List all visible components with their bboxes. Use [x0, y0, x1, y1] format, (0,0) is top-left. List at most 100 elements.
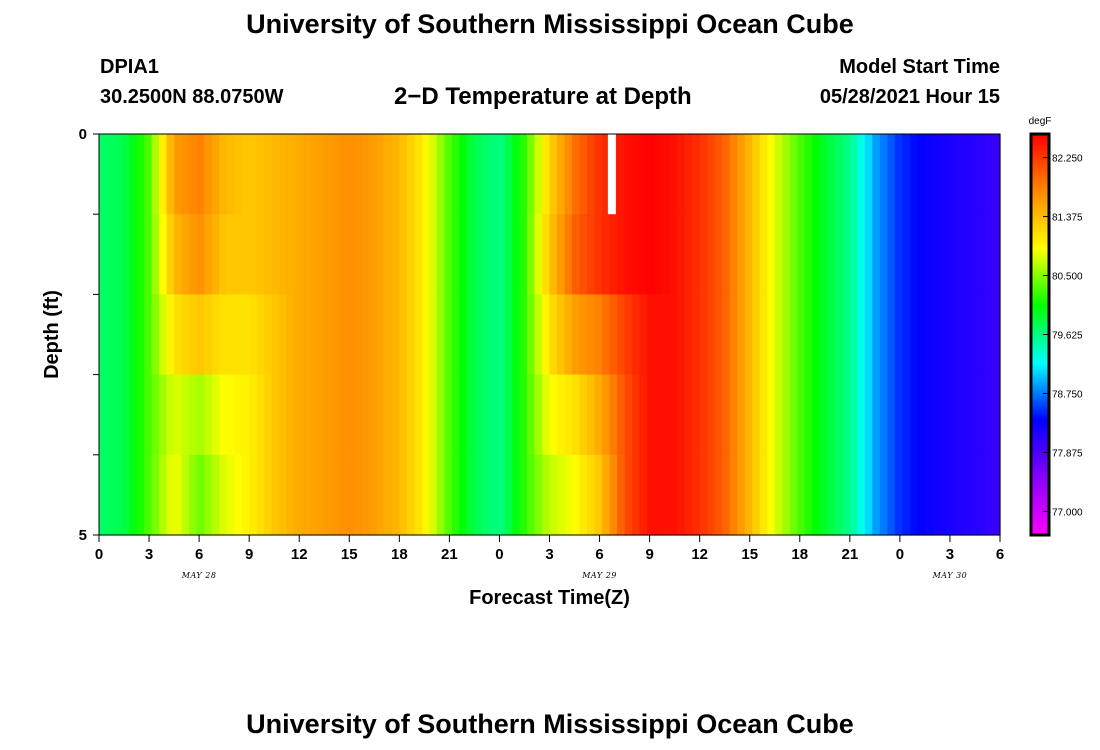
heatmap-cell — [932, 294, 941, 376]
heatmap-cell — [707, 454, 716, 536]
heatmap-cell — [639, 214, 648, 295]
heatmap-cell — [436, 294, 445, 376]
colorbar-tick-label: 77.000 — [1052, 507, 1083, 518]
heatmap-cell — [609, 454, 618, 536]
heatmap-cell — [774, 214, 783, 295]
heatmap-cell — [399, 374, 408, 456]
heatmap-cell — [759, 454, 768, 536]
heatmap-cell — [924, 374, 934, 456]
heatmap-cell — [894, 214, 903, 295]
heatmap-cell — [789, 294, 798, 376]
page-title: University of Southern Mississippi Ocean… — [246, 9, 854, 39]
heatmap-cell — [99, 294, 108, 376]
heatmap-cell — [864, 294, 873, 376]
heatmap-cell — [872, 454, 881, 536]
heatmap-cell — [429, 294, 438, 376]
heatmap-cell — [767, 134, 776, 215]
heatmap-cell — [737, 294, 746, 376]
heatmap-cell — [144, 214, 153, 295]
heatmap-cell — [511, 294, 521, 376]
heatmap-cell — [384, 214, 393, 295]
heatmap-cell — [624, 134, 633, 215]
heatmap-cell — [196, 294, 205, 376]
x-tick-label: 3 — [946, 546, 954, 563]
heatmap-cell — [166, 134, 175, 215]
heatmap-cell — [722, 134, 731, 215]
heatmap-cell — [241, 454, 250, 536]
heatmap-cell — [767, 294, 776, 376]
heatmap-cell — [436, 134, 445, 215]
heatmap-cell — [541, 214, 551, 295]
heatmap-cell — [436, 454, 445, 536]
heatmap-cell — [759, 134, 768, 215]
heatmap-cell — [699, 454, 708, 536]
heatmap-cell — [294, 134, 303, 215]
heatmap-cell — [962, 214, 971, 295]
heatmap-cell — [834, 214, 843, 295]
heatmap-cell — [451, 134, 460, 215]
heatmap-cell — [384, 374, 393, 456]
heatmap-cell — [729, 134, 738, 215]
heatmap-cell — [962, 294, 971, 376]
heatmap-cell — [226, 374, 235, 456]
heatmap-cell — [459, 294, 468, 376]
heatmap-cell — [421, 454, 430, 536]
heatmap-cell — [189, 214, 198, 295]
heatmap-cell — [414, 134, 423, 215]
heatmap-cell — [466, 294, 476, 376]
heatmap-cell — [632, 214, 641, 295]
heatmap-cell — [151, 134, 160, 215]
heatmap-cell — [962, 374, 971, 456]
heatmap-cell — [534, 374, 543, 456]
heatmap-cell — [279, 294, 288, 376]
heatmap-cell — [804, 214, 813, 295]
heatmap-cell — [602, 294, 611, 376]
heatmap-cell — [391, 214, 400, 295]
heatmap-cell — [564, 214, 573, 295]
heatmap-cell — [129, 134, 138, 215]
heatmap-cell — [924, 294, 934, 376]
heatmap-cell — [241, 294, 250, 376]
heatmap-cell — [174, 134, 183, 215]
x-tick-label: 18 — [791, 546, 808, 563]
heatmap-cell — [684, 214, 693, 295]
heatmap-cell — [782, 374, 791, 456]
heatmap-cell — [549, 294, 558, 376]
heatmap-cell — [737, 134, 746, 215]
heatmap-cell — [639, 294, 648, 376]
heatmap-cell — [992, 214, 1001, 295]
heatmap-cell — [541, 454, 551, 536]
heatmap-cell — [106, 134, 115, 215]
heatmap-cell — [519, 454, 528, 536]
x-tick-label: 12 — [291, 546, 308, 563]
heatmap-cell — [339, 374, 348, 456]
heatmap-cell — [827, 374, 836, 456]
heatmap-cell — [481, 294, 491, 376]
heatmap-cell — [391, 374, 400, 456]
heatmap-cell — [834, 374, 843, 456]
heatmap-cell — [504, 134, 513, 215]
heatmap-cell — [699, 214, 708, 295]
x-tick-label: 15 — [341, 546, 358, 563]
heatmap-cell — [549, 134, 558, 215]
heatmap-cell — [159, 134, 168, 215]
heatmap-cell — [421, 294, 430, 376]
heatmap-cell — [722, 454, 731, 536]
heatmap-cell — [984, 374, 994, 456]
colorbar: degF 82.250 81.375 80.500 79.625 78.750 77.87… — [1029, 116, 1083, 537]
heatmap-cell — [211, 134, 220, 215]
heatmap-cell — [316, 454, 325, 536]
heatmap-cell — [729, 214, 738, 295]
heatmap-cell — [684, 374, 693, 456]
x-axis-title: Forecast Time(Z) — [469, 587, 630, 609]
x-tick-label: 9 — [245, 546, 253, 563]
heatmap-cell — [121, 294, 130, 376]
heatmap-cell — [519, 374, 528, 456]
heatmap-cell — [654, 374, 663, 456]
heatmap-cell — [902, 294, 911, 376]
x-tick-label: 12 — [691, 546, 708, 563]
station-id: DPIA1 — [100, 56, 159, 78]
heatmap-cell — [692, 454, 701, 536]
y-tick-label: 5 — [79, 527, 87, 544]
heatmap-cell — [489, 134, 498, 215]
